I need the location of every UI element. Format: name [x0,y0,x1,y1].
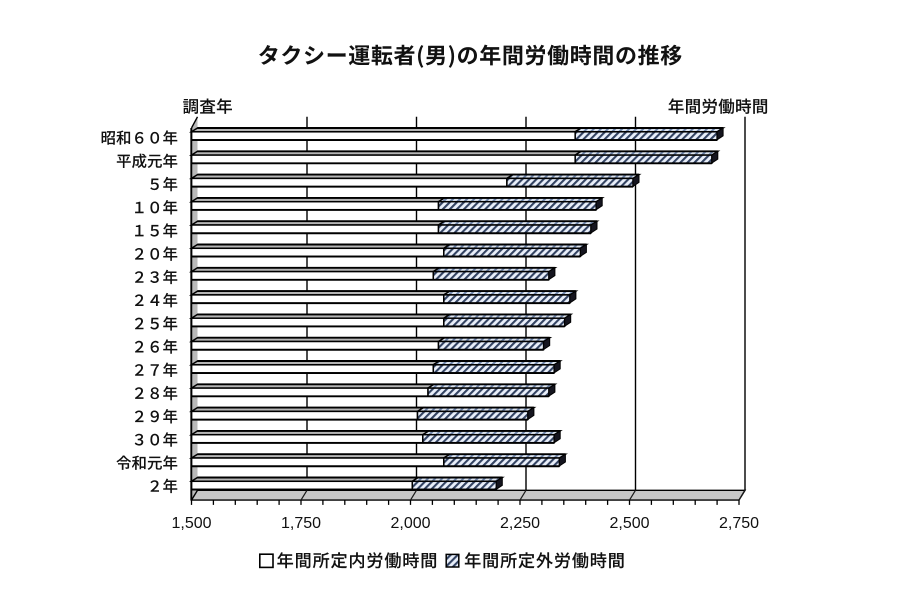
svg-text:2,250: 2,250 [500,515,540,532]
svg-text:1,750: 1,750 [281,515,321,532]
svg-text:2,500: 2,500 [609,515,649,532]
svg-text:2,750: 2,750 [719,515,759,532]
svg-text:2,000: 2,000 [390,515,430,532]
svg-text:1,500: 1,500 [171,515,211,532]
